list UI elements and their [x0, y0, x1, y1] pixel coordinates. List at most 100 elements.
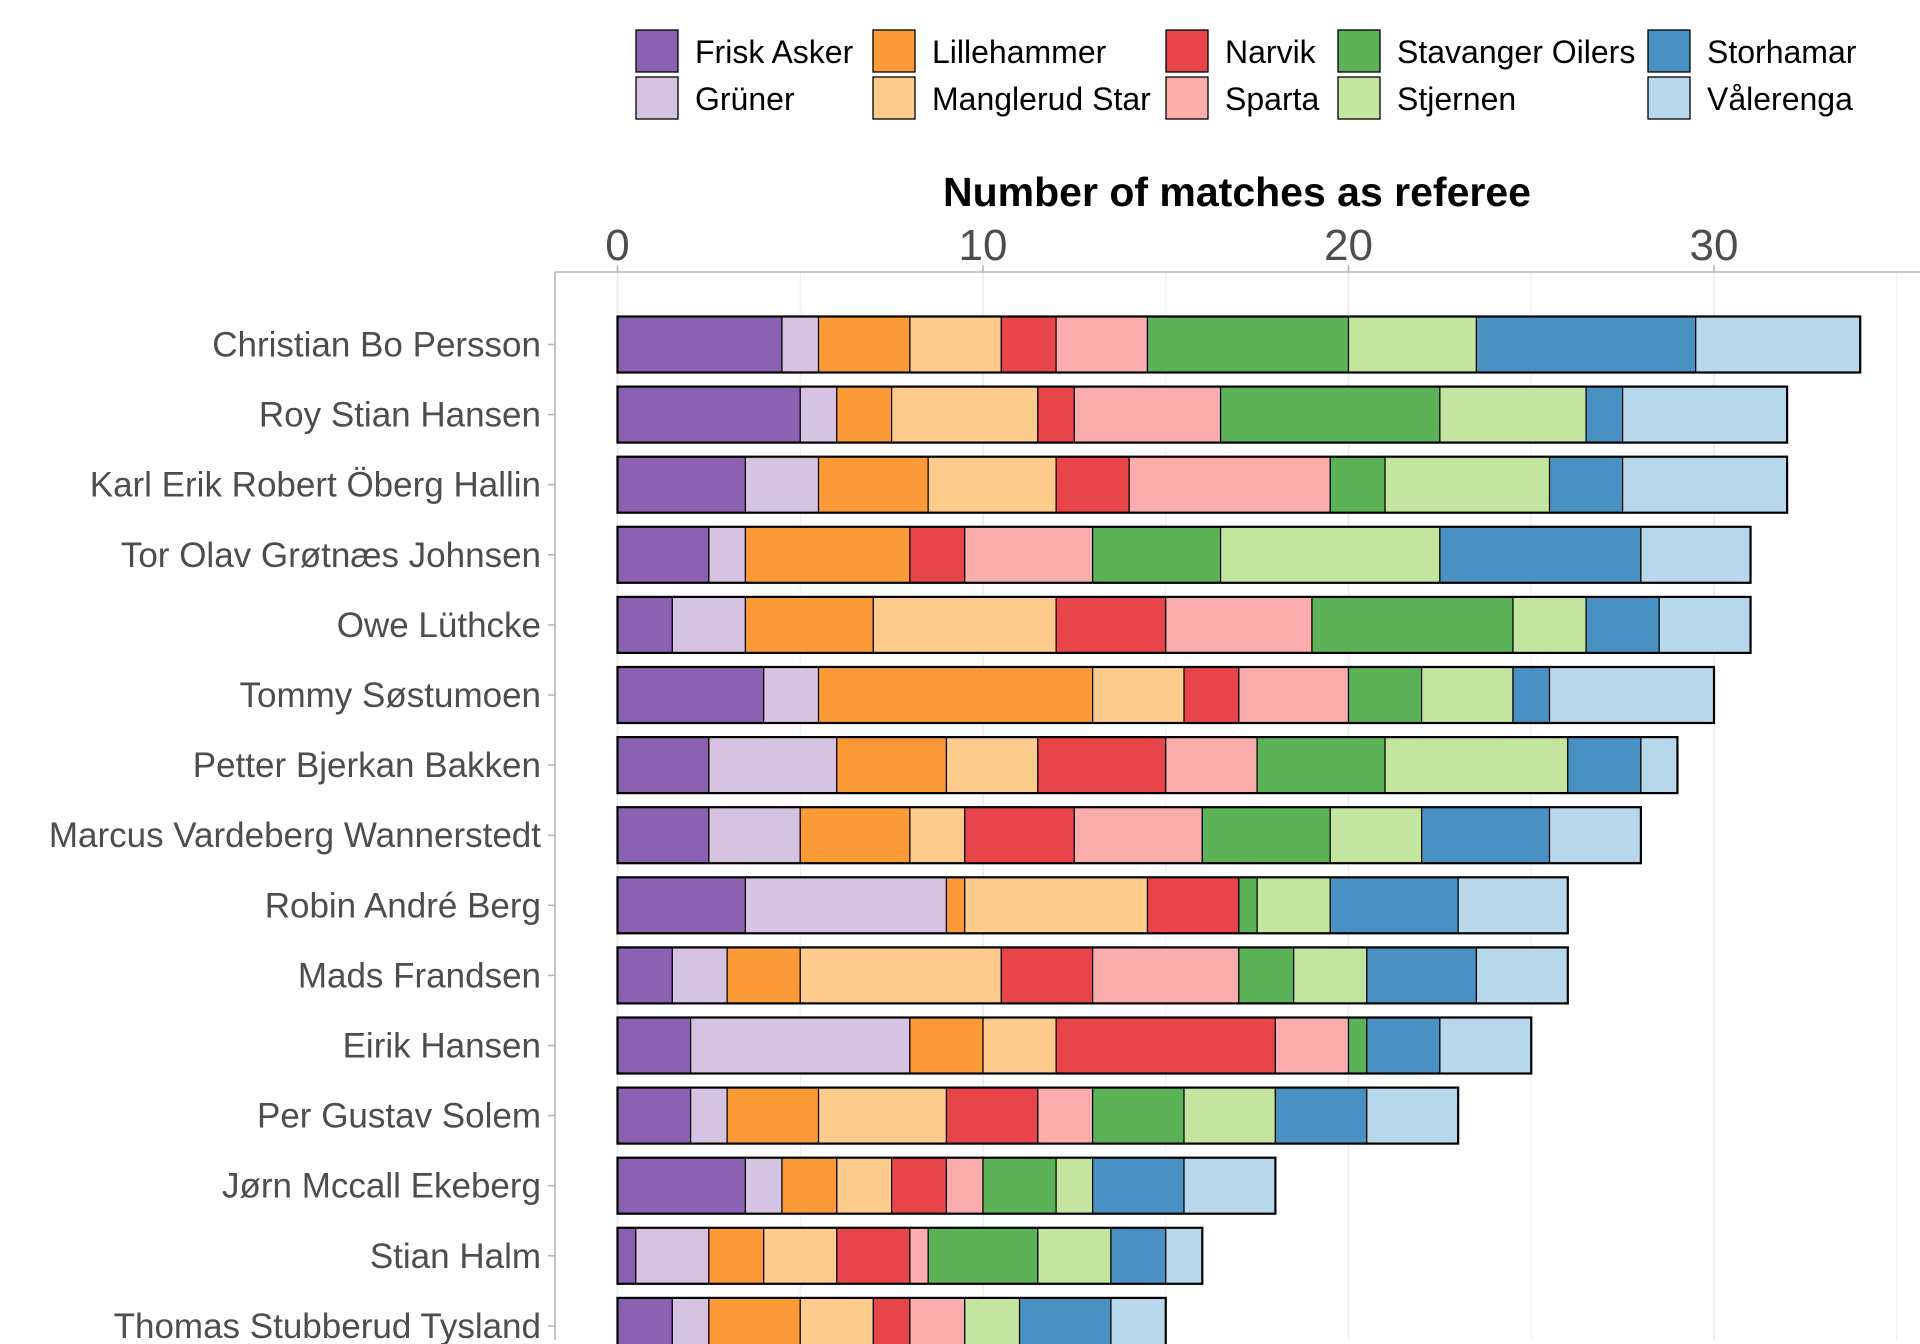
bar-segment — [1219, 526, 1441, 584]
bar-segment — [1110, 1297, 1167, 1344]
bars — [616, 315, 1862, 1344]
bar-segment — [1092, 946, 1240, 1005]
bar-segment — [1092, 1086, 1185, 1145]
bar-segment — [836, 1227, 911, 1285]
legend-key — [635, 29, 679, 73]
legend-key — [635, 76, 679, 120]
bar-segment — [1055, 315, 1149, 374]
bar-segment — [1695, 315, 1861, 374]
bar-segment — [671, 946, 728, 1005]
bar-segment — [763, 1227, 838, 1285]
bar-segment — [891, 386, 1039, 444]
bar-segment — [909, 1016, 984, 1075]
bar-segment — [1073, 806, 1203, 864]
bar-segment — [1439, 386, 1587, 444]
bar-segment — [616, 526, 710, 584]
bar-segment — [1055, 596, 1167, 654]
legend-key — [872, 29, 916, 73]
bar-segment — [1256, 736, 1386, 794]
bar-segment — [799, 1297, 874, 1344]
bar-segment — [817, 315, 911, 374]
bar-segment — [1165, 596, 1313, 654]
bar-segment — [1219, 386, 1441, 444]
bar-segment — [1238, 876, 1258, 934]
bar-outline — [616, 1016, 1533, 1075]
bar-segment — [909, 526, 966, 584]
bar-segment — [1092, 666, 1185, 724]
bar-segment — [1585, 386, 1624, 444]
bar-segment — [671, 596, 747, 654]
legend-item: Vålerenga — [1647, 76, 1853, 120]
bar-segment — [1183, 1086, 1277, 1145]
bar-segment — [872, 596, 1057, 654]
bar-segment — [909, 806, 966, 864]
legend: Frisk Asker Grüner Lillehammer Manglerud St… — [635, 29, 1857, 120]
legend-label: Frisk Asker — [695, 34, 854, 70]
bar-segment — [1165, 1227, 1203, 1285]
bar-segment — [1037, 1086, 1094, 1145]
bar-segment — [1329, 876, 1459, 934]
bar-segment — [817, 456, 929, 514]
bar-segment — [1238, 946, 1295, 1005]
bar-segment — [1274, 1086, 1368, 1145]
bar-segment — [836, 736, 948, 794]
bar-segment — [726, 946, 801, 1005]
legend-key — [1165, 76, 1209, 120]
bar-segment — [1055, 1157, 1094, 1215]
bar-outline — [616, 385, 1789, 444]
bar-segment — [744, 456, 820, 514]
bar-segment — [616, 1157, 747, 1215]
x-axis-title: Number of matches as referee — [943, 169, 1531, 215]
bar-segment — [1055, 1016, 1276, 1075]
bar-segment — [616, 1016, 692, 1075]
bar-segment — [1146, 876, 1240, 934]
y-tick-label: Karl Erik Robert Öberg Hallin — [90, 466, 541, 505]
bar-segment — [909, 315, 1002, 374]
bar-segment — [927, 456, 1057, 514]
bar-segment — [1293, 946, 1368, 1005]
bar-segment — [982, 1016, 1057, 1075]
bar-segment — [945, 876, 966, 934]
x-tick-label: 20 — [1324, 221, 1373, 270]
bar-segment — [817, 1086, 948, 1145]
bar-segment — [1658, 596, 1752, 654]
bar-segment — [1311, 596, 1514, 654]
bar-segment — [1475, 315, 1697, 374]
bar-segment — [964, 526, 1094, 584]
bar-segment — [891, 1157, 948, 1215]
bar-segment — [1073, 386, 1222, 444]
legend-label: Manglerud Star — [932, 81, 1151, 117]
legend-key — [1647, 29, 1691, 73]
bar-segment — [671, 1297, 710, 1344]
bar-segment — [1548, 456, 1624, 514]
bar-segment — [1092, 1157, 1185, 1215]
bar-segment — [726, 1086, 820, 1145]
bar-segment — [616, 876, 747, 934]
bar-segment — [708, 526, 747, 584]
bar-segment — [909, 1297, 966, 1344]
y-tick-label: Eirik Hansen — [343, 1027, 541, 1066]
bar-segment — [616, 666, 765, 724]
bar-segment — [781, 1157, 838, 1215]
bar-segment — [872, 1297, 911, 1344]
bar-outline — [616, 1296, 1167, 1344]
bar-segment — [1037, 736, 1167, 794]
legend-item: Lillehammer — [872, 29, 1107, 73]
legend-label: Sparta — [1225, 81, 1319, 117]
bar-outline — [616, 1156, 1277, 1215]
bar-segment — [927, 1227, 1039, 1285]
bar-segment — [616, 456, 747, 514]
bar-segment — [964, 806, 1075, 864]
legend-item: Storhamar — [1647, 29, 1857, 73]
legend-item: Narvik — [1165, 29, 1317, 73]
bar-segment — [1347, 1016, 1368, 1075]
bar-segment — [1092, 526, 1222, 584]
bar-outline — [616, 455, 1789, 514]
bar-segment — [1037, 1227, 1112, 1285]
bar-segment — [616, 736, 710, 794]
bar-segment — [799, 386, 838, 444]
bar-segment — [616, 1086, 692, 1145]
bar-segment — [689, 1016, 911, 1075]
y-tick-label: Mads Frandsen — [298, 956, 541, 995]
legend-label: Stavanger Oilers — [1397, 34, 1635, 70]
